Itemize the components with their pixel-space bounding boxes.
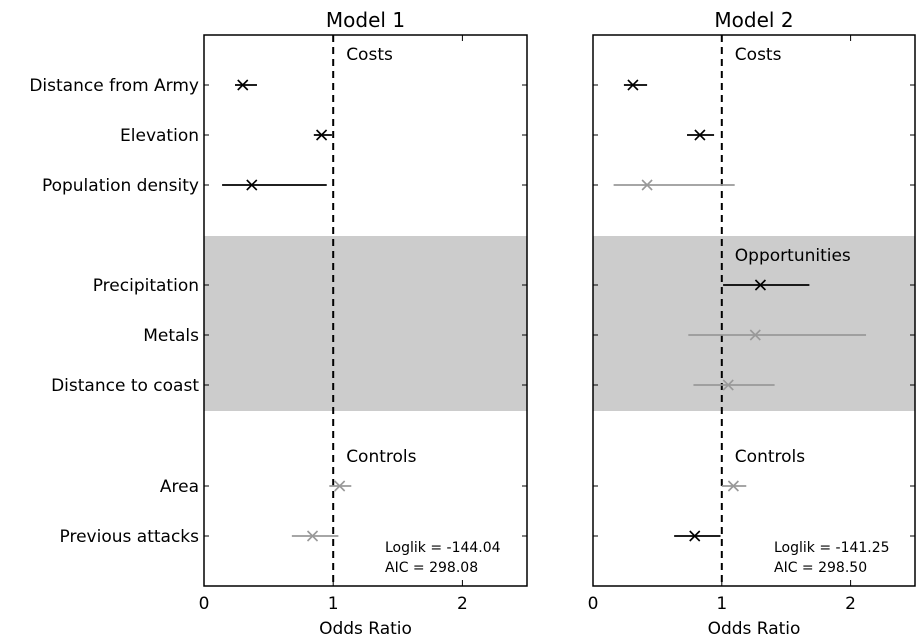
- model-fit-annotation: Loglik = -141.25: [774, 540, 890, 556]
- point-estimate-marker: [246, 179, 258, 191]
- x-tick-label: 1: [328, 594, 339, 614]
- point-estimate-marker: [689, 530, 701, 542]
- section-label: Controls: [346, 447, 416, 467]
- x-tick-label: 2: [457, 594, 468, 614]
- y-axis-variable-label: Previous attacks: [60, 527, 200, 547]
- plot-frame: [203, 34, 528, 587]
- chart-panel-1: Costs Controls 0 1 2 Model 1 Odds Ratio Loglik …: [29, 8, 528, 638]
- point-estimate-marker: [749, 329, 761, 341]
- section-label: Opportunities: [735, 246, 851, 266]
- chart-title: Model 2: [714, 8, 793, 32]
- y-axis-variable-label: Elevation: [120, 126, 199, 146]
- point-estimate-marker: [627, 79, 639, 91]
- point-estimate-marker: [306, 530, 319, 542]
- x-axis-label: Odds Ratio: [319, 619, 412, 638]
- point-estimate-marker: [641, 179, 653, 191]
- point-estimate-marker: [694, 129, 706, 141]
- section-label: Costs: [346, 45, 393, 65]
- y-axis-variable-label: Area: [160, 477, 199, 497]
- point-estimate-marker: [334, 480, 346, 492]
- plot-frame: [592, 34, 916, 587]
- section-shade: [593, 236, 915, 411]
- section-label: Costs: [735, 45, 782, 65]
- point-estimate-marker: [316, 129, 328, 141]
- point-estimate-marker: [727, 480, 739, 492]
- x-tick-label: 0: [588, 594, 599, 614]
- point-estimate-marker: [722, 379, 734, 391]
- y-axis-variable-label: Metals: [143, 326, 199, 346]
- model-fit-annotation: AIC = 298.08: [385, 560, 478, 576]
- chart-title: Model 1: [326, 8, 405, 32]
- x-tick-label: 0: [199, 594, 210, 614]
- model-fit-annotation: Loglik = -144.04: [385, 540, 501, 556]
- x-tick-label: 2: [845, 594, 856, 614]
- x-tick-label: 1: [716, 594, 727, 614]
- y-axis-variable-label: Distance from Army: [29, 76, 199, 96]
- y-axis-variable-label: Population density: [42, 176, 199, 196]
- chart-panel-2: Costs Opportunities Controls 0 1 2 Model 2 Odds…: [588, 8, 916, 638]
- y-axis-variable-label: Precipitation: [93, 276, 199, 296]
- point-estimate-marker: [237, 79, 249, 91]
- section-label: Controls: [735, 447, 805, 467]
- x-axis-label: Odds Ratio: [708, 619, 801, 638]
- model-fit-annotation: AIC = 298.50: [774, 560, 867, 576]
- section-shade: [204, 236, 527, 411]
- y-axis-variable-label: Distance to coast: [51, 376, 199, 396]
- point-estimate-marker: [754, 279, 767, 291]
